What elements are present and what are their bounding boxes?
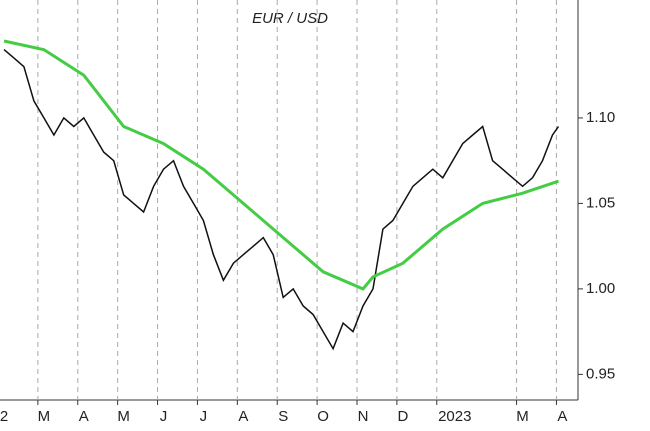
- x-tick-label: M: [117, 408, 130, 425]
- x-tick-label: N: [358, 408, 369, 425]
- y-tick-label: 1.05: [586, 194, 615, 211]
- y-tick-label: 0.95: [586, 365, 615, 382]
- series-line: [3, 39, 559, 291]
- series-line: [3, 49, 560, 351]
- x-tick-label: J: [160, 408, 168, 425]
- x-tick-label: M: [516, 408, 529, 425]
- x-tick-label: A: [79, 408, 89, 425]
- x-tick-label: J: [200, 408, 208, 425]
- chart-title: EUR / USD: [252, 10, 328, 27]
- x-tick-label: O: [317, 408, 329, 425]
- x-tick-label: A: [238, 408, 248, 425]
- y-tick-label: 1.00: [586, 280, 615, 297]
- x-tick-label: M: [38, 408, 51, 425]
- x-tick-label: D: [397, 408, 408, 425]
- x-tick-label: 2023: [438, 408, 471, 425]
- x-tick-label: A: [557, 408, 567, 425]
- x-tick-label: S: [278, 408, 288, 425]
- x-tick-label: 2: [0, 408, 8, 425]
- y-tick-label: 1.10: [586, 109, 615, 126]
